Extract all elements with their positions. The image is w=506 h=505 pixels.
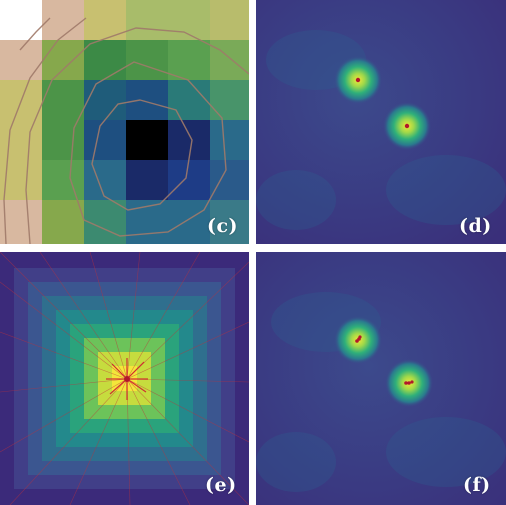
panel-c: (c) [0, 0, 249, 244]
panel-e: (e) [0, 252, 249, 505]
panel-f-label: (f) [463, 474, 491, 496]
panel-e-image [0, 252, 249, 505]
panel-f: (f) [256, 252, 506, 505]
panel-d-marker-1 [355, 77, 361, 83]
panel-c-pixel-grid [0, 0, 249, 244]
panel-d-image [256, 0, 506, 244]
panel-c-contours [3, 17, 249, 244]
panel-c-image [0, 0, 249, 244]
panel-f-background [256, 252, 506, 505]
panel-e-center-marker [124, 376, 130, 382]
panel-e-rays [0, 252, 249, 505]
panel-c-label: (c) [207, 215, 239, 237]
panel-f-marker-1 [355, 335, 362, 343]
panel-d-label: (d) [459, 215, 492, 237]
panel-d: (d) [256, 0, 506, 244]
panel-d-background [256, 0, 506, 244]
panel-e-label: (e) [205, 474, 237, 496]
panel-d-marker-2 [404, 123, 410, 129]
panel-f-marker-2 [404, 380, 414, 385]
panel-f-image [256, 252, 506, 505]
